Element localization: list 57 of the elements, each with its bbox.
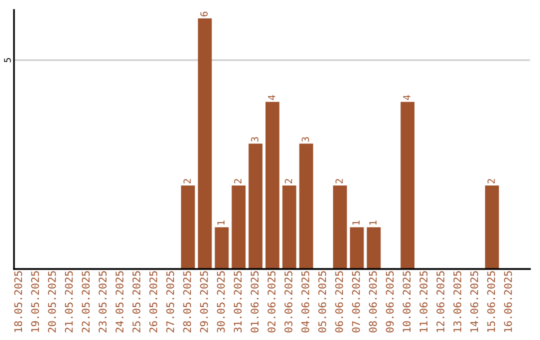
bar [366, 227, 381, 269]
bar [282, 185, 296, 269]
x-tick-label: 10.06.2025 [402, 271, 411, 332]
x-tick-label: 27.05.2025 [166, 271, 174, 332]
x-tick-label: 21.05.2025 [64, 271, 73, 332]
x-tick-label: 19.05.2025 [31, 271, 40, 332]
x-tick-label: 04.06.2025 [301, 271, 310, 332]
x-tick-label: 23.05.2025 [98, 271, 107, 332]
bar [232, 185, 246, 269]
data-label: 3 [302, 137, 310, 142]
data-label: 4 [268, 95, 276, 100]
y-tick-label: 5 [4, 58, 11, 62]
bar [248, 144, 262, 269]
bar [400, 102, 414, 269]
bar [299, 144, 314, 269]
data-label: 2 [284, 179, 292, 184]
x-tick-label: 14.06.2025 [470, 271, 478, 332]
data-label: 2 [335, 179, 343, 184]
x-tick-label: 02.06.2025 [268, 271, 276, 332]
data-label: 1 [352, 220, 360, 225]
x-tick-label: 11.06.2025 [420, 271, 428, 332]
data-label: 3 [251, 137, 258, 142]
x-tick-label: 20.05.2025 [48, 271, 56, 332]
data-label: 1 [369, 220, 376, 225]
x-tick-label: 08.06.2025 [368, 271, 377, 332]
x-tick-label: 05.06.2025 [318, 271, 326, 332]
x-tick-label: 06.06.2025 [335, 271, 344, 332]
x-tick-label: 29.05.2025 [200, 271, 208, 332]
data-label: 2 [234, 179, 242, 184]
bar [198, 18, 212, 269]
bar [181, 185, 195, 269]
x-tick-label: 07.06.2025 [352, 271, 360, 332]
x-tick-label: 15.06.2025 [487, 271, 496, 332]
data-label: 1 [217, 220, 224, 225]
bar [214, 227, 229, 269]
x-tick-label: 24.05.2025 [116, 271, 124, 332]
bar [265, 102, 280, 269]
x-tick-label: 16.06.2025 [504, 271, 512, 332]
data-label: 2 [487, 179, 495, 184]
x-tick-label: 13.06.2025 [453, 271, 462, 332]
x-tick-label: 22.05.2025 [82, 271, 90, 332]
bar [350, 227, 364, 269]
x-tick-label: 31.05.2025 [234, 271, 242, 332]
data-label: 2 [183, 179, 191, 184]
data-label: 6 [200, 12, 208, 16]
x-tick-label: 01.06.2025 [250, 271, 259, 332]
bar [333, 185, 347, 269]
bar [485, 185, 499, 269]
x-tick-label: 18.05.2025 [14, 271, 22, 332]
x-tick-label: 26.05.2025 [149, 271, 158, 332]
x-tick-label: 30.05.2025 [216, 271, 225, 332]
x-tick-label: 12.06.2025 [436, 271, 444, 332]
x-tick-label: 25.05.2025 [132, 271, 140, 332]
data-label: 4 [403, 95, 410, 100]
x-tick-label: 03.06.2025 [284, 271, 292, 332]
x-tick-label: 28.05.2025 [183, 271, 192, 332]
x-tick-label: 09.06.2025 [386, 271, 394, 332]
